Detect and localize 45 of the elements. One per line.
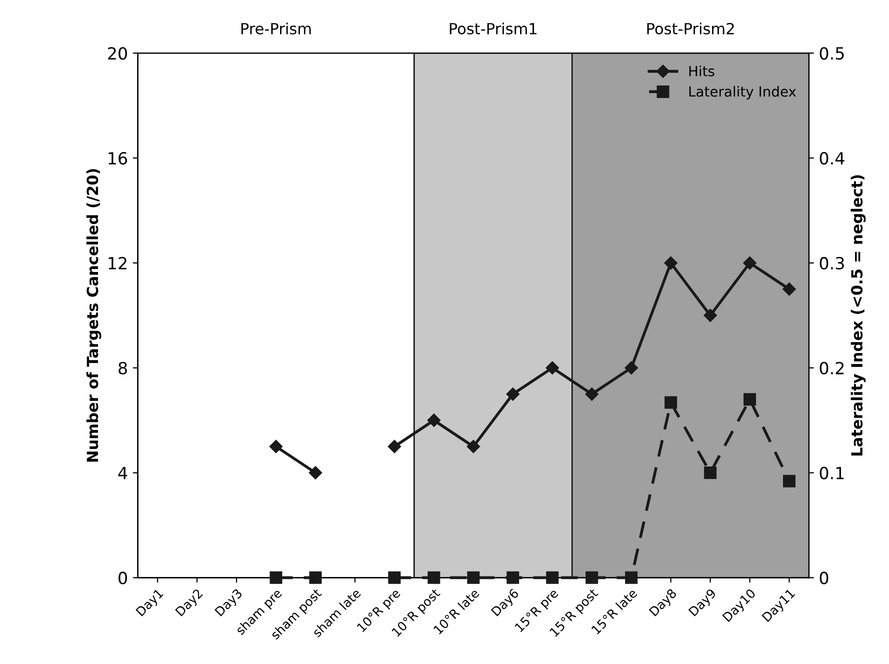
y-tick-label: 4 — [118, 466, 128, 480]
point — [467, 571, 480, 584]
point — [466, 440, 480, 454]
point — [546, 571, 559, 584]
y-tick-label: 8 — [118, 362, 127, 374]
band-label: Post-Prism1 — [450, 22, 536, 34]
point — [388, 440, 402, 454]
point — [585, 387, 598, 401]
y-axis-title: Number of Targets Cancelled (/20) — [86, 169, 102, 462]
point — [269, 440, 283, 454]
point — [506, 571, 520, 584]
point — [704, 308, 717, 322]
y2-tick-label: 0 — [820, 572, 828, 584]
y2-tick-label: 0.4 — [820, 152, 844, 165]
point — [586, 571, 598, 584]
point — [270, 571, 282, 584]
y-tick-label: 0 — [118, 572, 127, 584]
point — [743, 256, 756, 270]
point — [506, 387, 520, 401]
y2-tick-label: 0.5 — [820, 47, 844, 60]
point — [546, 361, 559, 374]
y2-axis-title: Laterality Index (<0.5 = neglect) — [850, 175, 866, 456]
legend-label: Laterality Index — [689, 86, 796, 100]
point — [624, 361, 638, 374]
point — [664, 396, 678, 409]
y2-tick-label: 0.2 — [820, 362, 844, 374]
y-tick-label: 20 — [108, 47, 127, 60]
y-tick-label: 12 — [108, 256, 126, 270]
point — [427, 414, 440, 427]
point — [704, 466, 717, 480]
y2-tick-label: 0.1 — [820, 466, 844, 480]
point — [428, 571, 440, 584]
point — [388, 571, 401, 584]
point — [783, 474, 796, 488]
y2-tick-label: 0.3 — [820, 256, 844, 270]
band-label: Post-Prism2 — [647, 22, 734, 34]
point — [625, 571, 638, 584]
point — [309, 571, 322, 584]
y-tick-label: 16 — [108, 152, 128, 165]
band-label: Pre-Prism — [241, 22, 311, 34]
point — [664, 256, 678, 270]
point — [308, 466, 322, 480]
legend-label: Hits — [689, 66, 714, 76]
point — [782, 282, 796, 296]
point — [744, 393, 756, 406]
